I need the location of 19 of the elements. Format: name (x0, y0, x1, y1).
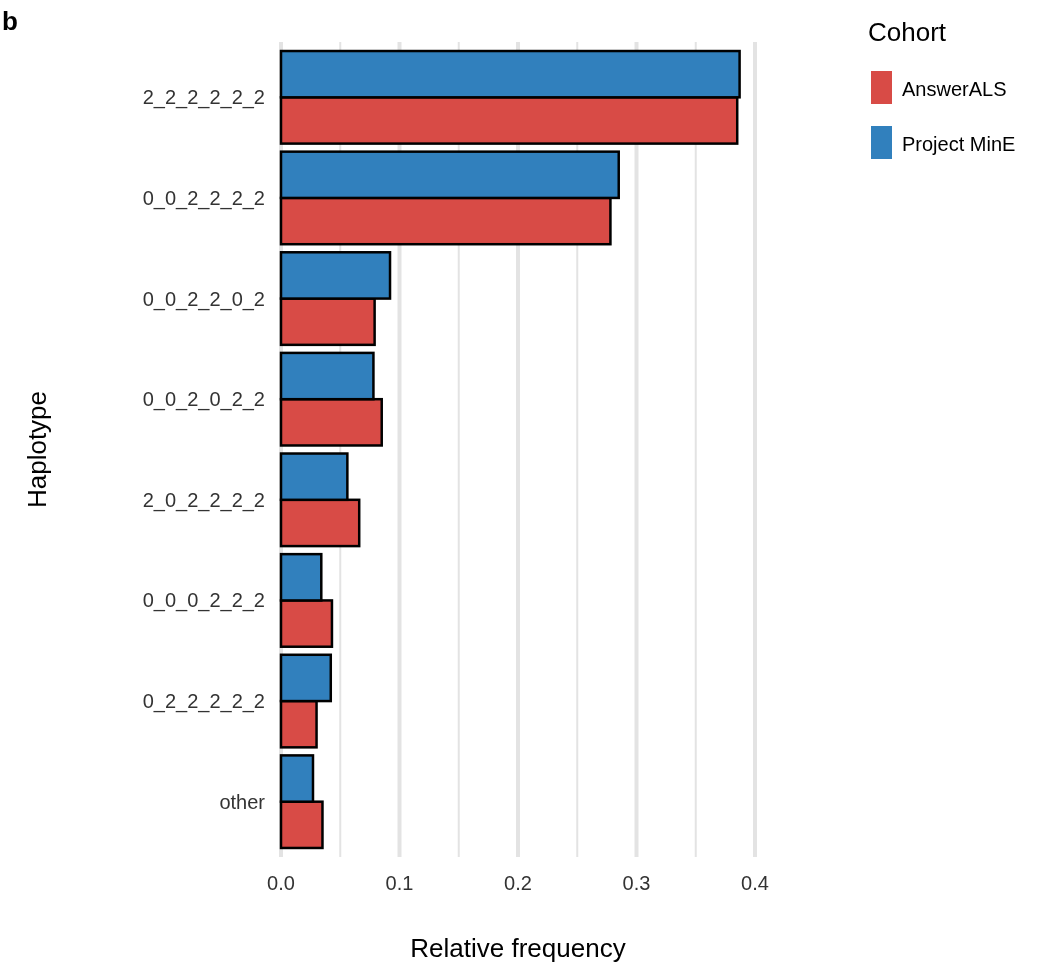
y-tick-label: 2_2_2_2_2_2 (142, 86, 265, 110)
x-tick-label: 0.4 (741, 872, 769, 894)
text: b (2, 6, 18, 36)
y-axis-title: Haplotype (22, 390, 52, 509)
x-tick-label: 0.2 (504, 872, 532, 894)
y-tick-label: 0_2_2_2_2_2 (142, 690, 265, 714)
legend-label: Project MinE (902, 133, 1016, 155)
x-tick-label: 0.0 (267, 872, 295, 894)
legend-title: Cohort (868, 17, 947, 47)
x-tick-label: 0.1 (385, 872, 414, 894)
y-tick-label: other (219, 790, 266, 813)
x-axis-title: Relative frequency (410, 933, 626, 963)
legend-label: AnswerALS (902, 78, 1007, 100)
y-tick-label: 0_0_0_2_2_2 (142, 589, 265, 613)
y-tick-label: 0_0_2_0_2_2 (142, 388, 265, 412)
y-tick-label: 2_0_2_2_2_2 (142, 488, 265, 512)
y-tick-label: 0_0_2_2_0_2 (142, 287, 265, 311)
y-tick-label: 0_0_2_2_2_2 (142, 186, 265, 210)
x-tick-label: 0.3 (622, 872, 651, 894)
